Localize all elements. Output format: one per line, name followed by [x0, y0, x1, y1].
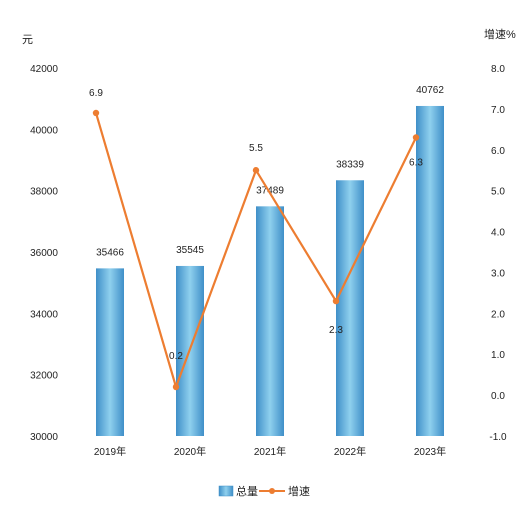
y-left-tick-label: 36000 — [30, 248, 58, 259]
y-right-tick-label: 1.0 — [491, 350, 505, 361]
y-axis-right-unit: 增速% — [484, 27, 516, 41]
bar-value-label: 38339 — [336, 159, 364, 170]
growth-point — [92, 109, 100, 117]
bar-total — [256, 206, 284, 436]
growth-point — [252, 167, 260, 174]
x-tick-label: 2021年 — [254, 445, 286, 458]
growth-labels: 6.9 0.2 5.5 2.3 6.3 — [89, 88, 423, 362]
legend: 总量 增速 — [218, 484, 310, 498]
bar-value-label: 35545 — [176, 245, 204, 256]
growth-value-label: 6.3 — [409, 158, 423, 169]
y-left-tick-label: 42000 — [30, 64, 58, 75]
growth-point — [332, 297, 340, 305]
growth-point — [412, 134, 420, 141]
growth-line-layer — [92, 109, 420, 391]
bar-total — [336, 180, 364, 436]
bar-total — [416, 105, 444, 436]
legend-label-total: 总量 — [236, 484, 258, 498]
y-right-tick-label: 0.0 — [491, 391, 505, 402]
growth-value-label: 0.2 — [169, 351, 183, 362]
y-right-tick-label: 2.0 — [491, 309, 505, 320]
bar-total — [96, 268, 124, 436]
y-axis-left-ticks: 30000 32000 34000 36000 38000 40000 42000 — [30, 64, 58, 443]
growth-point — [172, 383, 180, 391]
bar-value-label: 37489 — [256, 185, 284, 196]
legend-swatch-total — [218, 485, 234, 497]
bar-labels: 35466 35545 37489 38339 40762 — [96, 85, 444, 258]
y-left-tick-label: 38000 — [30, 187, 58, 198]
y-left-tick-label: 40000 — [30, 125, 58, 136]
x-tick-label: 2022年 — [334, 445, 366, 458]
bar-value-label: 35466 — [96, 247, 124, 258]
x-axis-ticks: 2019年 2020年 2021年 2022年 2023年 — [94, 445, 446, 458]
y-left-tick-label: 34000 — [30, 309, 58, 320]
legend-marker-growth — [269, 488, 275, 494]
bar-value-label: 40762 — [416, 85, 444, 96]
legend-label-growth: 增速 — [288, 484, 310, 498]
x-tick-label: 2020年 — [174, 445, 206, 458]
y-right-tick-label: 6.0 — [491, 146, 505, 157]
y-right-tick-label: 3.0 — [491, 268, 505, 279]
growth-value-label: 5.5 — [249, 143, 263, 154]
growth-value-label: 2.3 — [329, 325, 343, 336]
x-tick-label: 2023年 — [414, 445, 446, 458]
y-left-tick-label: 30000 — [30, 432, 58, 443]
y-right-tick-label: 4.0 — [491, 228, 505, 239]
y-right-tick-label: 5.0 — [491, 187, 505, 198]
y-axis-left-unit: 元 — [22, 34, 33, 46]
x-tick-label: 2019年 — [94, 445, 126, 458]
y-right-tick-label: 8.0 — [491, 64, 505, 75]
y-right-tick-label: -1.0 — [489, 432, 507, 443]
y-axis-right-ticks: -1.0 0.0 1.0 2.0 3.0 4.0 5.0 6.0 7.0 8.0 — [489, 64, 507, 443]
growth-value-label: 6.9 — [89, 88, 103, 99]
y-left-tick-label: 32000 — [30, 371, 58, 382]
bars — [96, 105, 444, 436]
y-right-tick-label: 7.0 — [491, 105, 505, 116]
